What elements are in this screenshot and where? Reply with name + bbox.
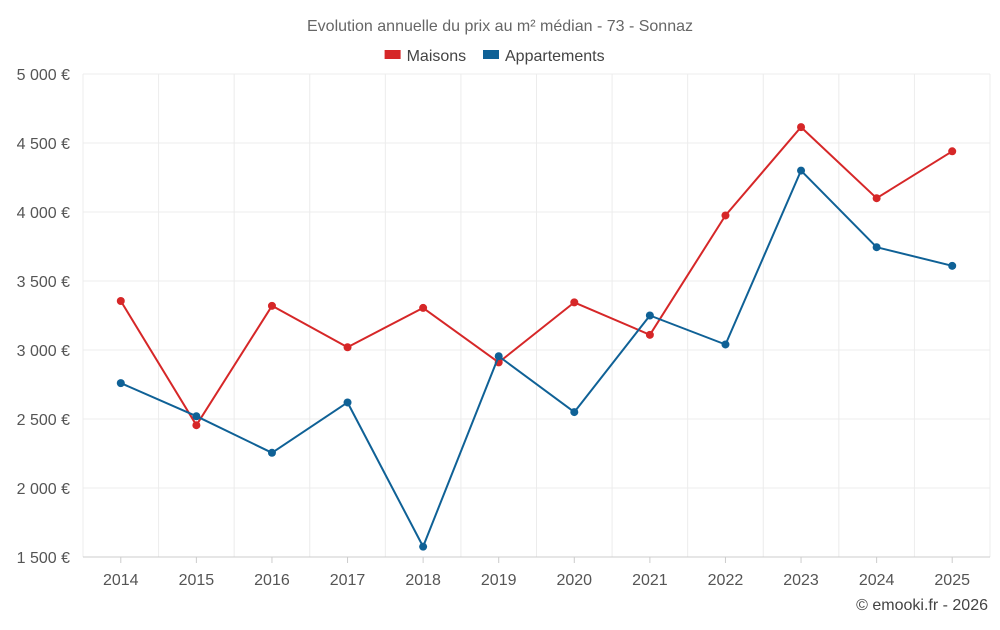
- grid: [82, 73, 991, 557]
- data-point-maisons[interactable]: [343, 343, 352, 352]
- x-axis: 2014 2015 2016 2017 2018 2019 2020 2021 2022 2023…: [83, 556, 990, 589]
- data-point-maisons[interactable]: [872, 194, 881, 203]
- legend-swatch-maisons[interactable]: [384, 50, 401, 59]
- data-point-maisons[interactable]: [797, 123, 806, 132]
- data-point-maisons[interactable]: [192, 421, 201, 430]
- series-line-appartements: [120, 169, 953, 548]
- x-tick-label: 2019: [481, 572, 517, 589]
- legend-label-maisons[interactable]: Maisons: [407, 48, 467, 65]
- data-point-maisons[interactable]: [721, 211, 730, 220]
- data-point-appartements[interactable]: [645, 311, 654, 320]
- x-tick-label: 2014: [103, 572, 139, 589]
- data-point-maisons[interactable]: [267, 301, 276, 310]
- credit-text: © emooki.fr - 2026: [856, 597, 988, 614]
- data-point-appartements[interactable]: [267, 448, 276, 457]
- y-axis: 1 500 € 2 000 € 2 500 € 3 000 € 3 500 € 4 000…: [17, 67, 70, 567]
- data-point-maisons[interactable]: [645, 330, 654, 339]
- series-line-maisons: [119, 126, 953, 427]
- y-tick-label: 2 000 €: [17, 481, 70, 498]
- x-tick-label: 2015: [179, 572, 215, 589]
- data-point-appartements[interactable]: [948, 261, 957, 270]
- y-tick-label: 2 500 €: [17, 412, 70, 429]
- data-point-appartements[interactable]: [343, 398, 352, 407]
- data-point-appartements[interactable]: [570, 408, 579, 417]
- data-point-appartements[interactable]: [797, 166, 806, 175]
- data-point-maisons[interactable]: [419, 303, 428, 312]
- y-tick-label: 5 000 €: [17, 67, 70, 84]
- x-tick-label: 2021: [632, 572, 668, 589]
- legend: Maisons Appartements: [384, 48, 605, 65]
- data-point-maisons[interactable]: [948, 147, 957, 156]
- data-point-maisons[interactable]: [570, 298, 579, 307]
- x-tick-label: 2020: [556, 572, 592, 589]
- x-tick-label: 2017: [330, 572, 366, 589]
- data-point-appartements[interactable]: [494, 352, 503, 361]
- y-tick-label: 3 500 €: [17, 274, 70, 291]
- x-tick-label: 2016: [254, 572, 290, 589]
- x-tick-label: 2018: [405, 572, 441, 589]
- data-point-appartements[interactable]: [192, 412, 201, 421]
- y-tick-label: 3 000 €: [17, 343, 70, 360]
- data-point-appartements[interactable]: [116, 379, 125, 388]
- x-tick-label: 2022: [708, 572, 744, 589]
- series-layer: [116, 123, 957, 551]
- data-point-appartements[interactable]: [872, 243, 881, 252]
- x-tick-label: 2025: [934, 572, 970, 589]
- y-tick-label: 4 000 €: [17, 205, 70, 222]
- data-point-appartements[interactable]: [721, 340, 730, 349]
- chart-title: Evolution annuelle du prix au m² médian …: [307, 18, 693, 35]
- x-tick-label: 2023: [783, 572, 819, 589]
- data-point-appartements[interactable]: [419, 542, 428, 551]
- y-tick-label: 1 500 €: [17, 550, 70, 567]
- legend-swatch-appartements[interactable]: [483, 50, 499, 59]
- data-point-maisons[interactable]: [116, 297, 125, 306]
- x-tick-label: 2024: [859, 572, 895, 589]
- y-tick-label: 4 500 €: [17, 136, 70, 153]
- legend-label-appartements[interactable]: Appartements: [505, 48, 605, 65]
